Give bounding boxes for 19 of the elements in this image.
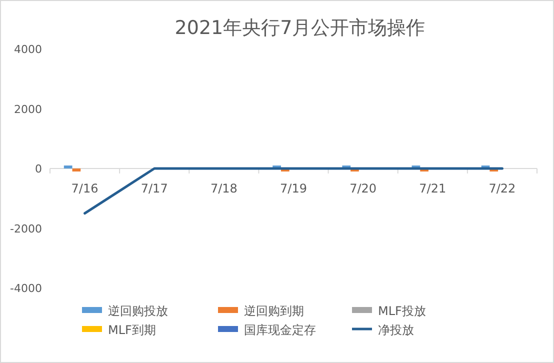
legend-label: 逆回购到期: [244, 304, 304, 318]
y-tick-label: 0: [35, 162, 42, 176]
x-tick-label: 7/17: [140, 182, 168, 196]
legend-label: MLF投放: [378, 304, 426, 318]
legend-label: 逆回购投放: [108, 304, 168, 318]
legend-label: MLF到期: [108, 323, 156, 337]
x-tick-label: 7/19: [280, 182, 307, 196]
legend-label: 国库现金定存: [244, 323, 316, 337]
legend-label: 净投放: [378, 323, 414, 337]
x-tick-label: 7/16: [71, 182, 98, 196]
chart-title: 2021年央行7月公开市场操作: [174, 17, 426, 39]
y-tick-label: -4000: [10, 282, 42, 295]
y-tick-label: 4000: [14, 43, 42, 56]
x-tick-label: 7/21: [419, 182, 446, 196]
x-tick-label: 7/18: [210, 182, 238, 196]
x-tick-label: 7/22: [488, 182, 516, 196]
x-tick-label: 7/20: [350, 182, 377, 196]
y-tick-label: -2000: [10, 222, 42, 236]
y-tick-label: 2000: [14, 102, 42, 116]
